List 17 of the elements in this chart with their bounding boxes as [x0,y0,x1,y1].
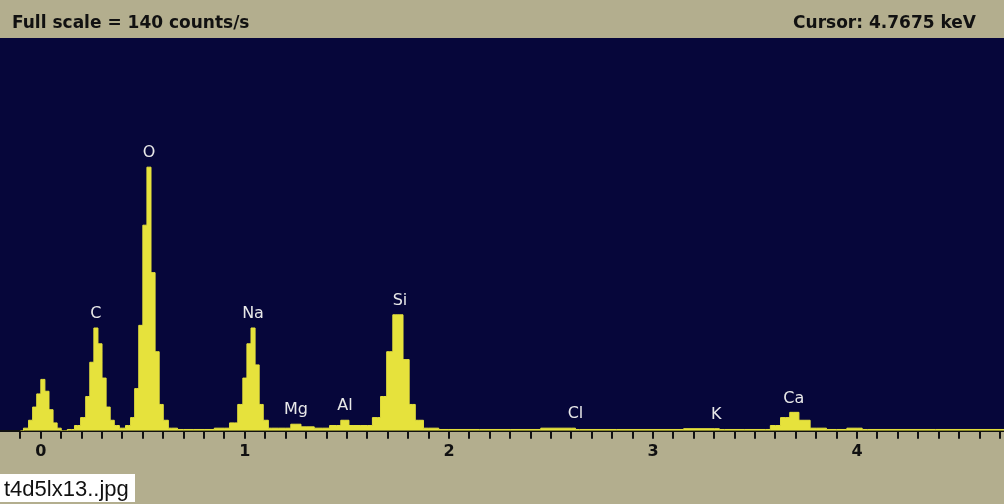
x-tick-label: 0 [35,440,47,460]
annotation: C [90,303,102,323]
annotation: Na [242,303,264,323]
x-tick-label: 2 [443,440,455,460]
x-tick-label: 3 [647,440,659,460]
annotation: O [142,142,156,162]
text: t4d5lx13..jpg [0,474,135,502]
annotation: Cl [567,403,584,423]
annotation: Ca [783,387,805,407]
chart-subtitle: Cursor: 4.7675 keV [793,12,976,32]
annotation: Mg [283,399,308,419]
annotation: Si [392,289,408,309]
x-tick-label: 4 [851,440,863,460]
annotation: Al [337,395,353,415]
annotation: K [711,403,723,423]
x-tick-label: 1 [239,440,251,460]
chart-title: Full scale = 140 counts/s [12,12,250,32]
